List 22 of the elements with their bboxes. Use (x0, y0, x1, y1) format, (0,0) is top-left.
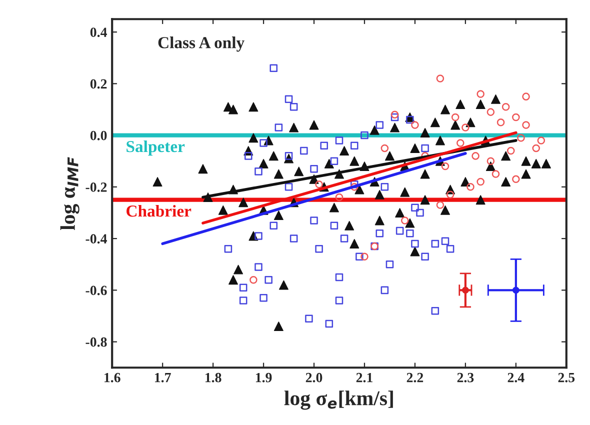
y-tick-label: 0.4 (90, 28, 107, 38)
x-axis-title: log σ$_{e}$[km/s] (284, 390, 393, 410)
y-tick-label: 0.0 (90, 130, 107, 140)
x-tick-label: 2.3 (457, 372, 474, 382)
x-tick-label: 1.6 (104, 372, 120, 382)
y-tick-label: -0.4 (86, 234, 107, 244)
y-tick-label: -0.6 (86, 286, 107, 296)
x-tick-label: 2.1 (356, 372, 372, 382)
annotation: Class A only (158, 36, 244, 52)
x-tick-label: 2.2 (406, 372, 424, 382)
y-tick-label: -0.8 (86, 337, 107, 347)
x-tick-label: 1.8 (205, 372, 222, 382)
y-axis-title: log α$_{IMF}$ (60, 157, 80, 230)
y-tick-label: -0.2 (86, 182, 107, 192)
x-tick-label: 2.5 (558, 372, 575, 382)
ref-line-label: Chabrier (126, 204, 192, 217)
y-tick-label: 0.2 (90, 79, 107, 89)
ref-line-label: Salpeter (126, 140, 185, 156)
x-tick-label: 2.4 (508, 372, 524, 382)
x-tick-label: 2.0 (306, 372, 322, 382)
x-tick-label: 1.7 (155, 372, 171, 382)
x-tick-label: 1.9 (256, 372, 272, 382)
